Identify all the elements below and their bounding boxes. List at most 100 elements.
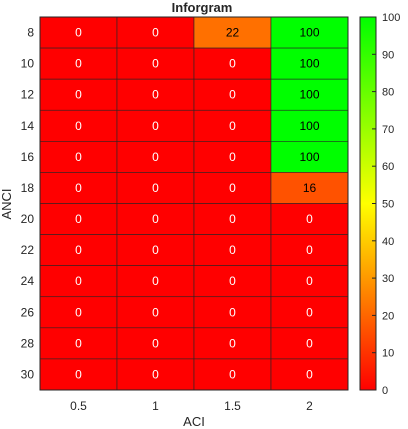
x-axis-ticks: 0.5 1 1.5 2 <box>70 399 313 413</box>
cell-value-label: 100 <box>299 26 319 40</box>
heatmap-cell <box>193 296 272 329</box>
heatmap-cell <box>116 47 195 80</box>
cell-value-label: 0 <box>152 212 159 226</box>
cell-value-label: 100 <box>299 88 319 102</box>
cell-value-label: 0 <box>75 367 82 381</box>
heatmap-cell <box>193 234 272 266</box>
cell-value-label: 0 <box>306 305 313 319</box>
cell-value-label: 0 <box>152 367 159 381</box>
colorbar-tick-label: 0 <box>382 385 388 397</box>
cell-value-label: 100 <box>299 119 319 133</box>
cell-value-label: 0 <box>306 367 313 381</box>
colorbar-tick-label: 20 <box>382 310 394 322</box>
y-tick-label: 18 <box>21 181 35 195</box>
x-tick-label: 2 <box>306 399 313 413</box>
cell-value-label: 0 <box>229 274 236 288</box>
y-tick-label: 20 <box>21 212 35 226</box>
y-tick-label: 26 <box>21 305 35 319</box>
cell-value-label: 0 <box>75 57 82 71</box>
heatmap-cell <box>39 203 118 235</box>
y-tick-label: 8 <box>27 26 34 40</box>
heatmap-cell <box>270 109 349 142</box>
heatmap-cell <box>39 16 118 49</box>
heatmap-cell <box>193 327 272 360</box>
cell-value-label: 0 <box>229 88 236 102</box>
colorbar-tick-label: 60 <box>382 161 394 173</box>
plot-frame <box>39 16 349 391</box>
heatmap-cell <box>270 265 349 298</box>
cell-value-label: 0 <box>75 88 82 102</box>
heatmap-cell <box>116 172 195 204</box>
heatmap-cell <box>116 296 195 329</box>
y-tick-label: 28 <box>21 336 35 350</box>
heatmap-cell <box>39 234 118 266</box>
cell-value-label: 0 <box>306 336 313 350</box>
cell-value-label: 0 <box>152 243 159 257</box>
colorbar-tick-label: 100 <box>382 12 400 24</box>
cell-value-label: 0 <box>229 305 236 319</box>
heatmap-cell <box>116 141 195 173</box>
cell-value-label: 0 <box>152 305 159 319</box>
heatmap-cell <box>270 141 349 173</box>
cell-value-label: 0 <box>75 274 82 288</box>
cell-value-label: 0 <box>229 212 236 226</box>
cell-value-label: 0 <box>75 150 82 164</box>
heatmap-cell <box>193 265 272 298</box>
cell-value-label: 0 <box>306 274 313 288</box>
x-tick-label: 1.5 <box>224 399 241 413</box>
colorbar-tick-label: 30 <box>382 273 394 285</box>
cell-value-label: 0 <box>306 212 313 226</box>
x-tick-label: 1 <box>152 399 159 413</box>
heatmap-cell <box>116 109 195 142</box>
heatmap-cell <box>39 47 118 80</box>
cell-value-label: 16 <box>303 181 317 195</box>
heatmap-cell <box>39 109 118 142</box>
cell-value-label: 0 <box>152 88 159 102</box>
cell-value-label: 0 <box>75 336 82 350</box>
y-tick-label: 22 <box>21 243 35 257</box>
heatmap-cell <box>39 358 118 391</box>
colorbar-tick-label: 70 <box>382 124 394 136</box>
cell-value-label: 0 <box>229 181 236 195</box>
chart-title: Inforgram <box>172 0 233 15</box>
cell-value-label: 0 <box>75 119 82 133</box>
colorbar-ticks: 0 10 20 30 40 50 60 70 80 90 100 <box>372 12 400 397</box>
y-axis-label: ANCI <box>0 188 14 219</box>
cell-value-label: 0 <box>152 181 159 195</box>
cell-value-label: 0 <box>229 150 236 164</box>
cell-value-label: 0 <box>229 336 236 350</box>
cell-value-label: 22 <box>226 26 240 40</box>
cell-value-label: 0 <box>152 150 159 164</box>
heatmap-cell <box>193 172 272 204</box>
heatmap-cell <box>270 296 349 329</box>
colorbar-tick-label: 80 <box>382 87 394 99</box>
heatmap-cell <box>39 296 118 329</box>
colorbar-tick-label: 10 <box>382 348 394 360</box>
colorbar-tick-label: 50 <box>382 199 394 211</box>
heatmap-cell <box>193 358 272 391</box>
heatmap-cell <box>116 16 195 49</box>
y-tick-label: 14 <box>21 119 35 133</box>
cell-value-label: 0 <box>306 243 313 257</box>
colorbar-tick-label: 40 <box>382 236 394 248</box>
cell-value-label: 0 <box>229 119 236 133</box>
cell-value-label: 0 <box>229 243 236 257</box>
y-tick-label: 12 <box>21 88 35 102</box>
x-axis-label: ACI <box>183 414 205 429</box>
heatmap-cell <box>270 78 349 111</box>
y-tick-label: 30 <box>21 367 35 381</box>
heatmap-cell <box>39 172 118 204</box>
cell-value-label: 0 <box>75 26 82 40</box>
cell-value-label: 100 <box>299 150 319 164</box>
cell-value-label: 0 <box>152 274 159 288</box>
heatmap-cell <box>270 16 349 49</box>
y-tick-label: 24 <box>21 274 35 288</box>
y-tick-label: 16 <box>21 150 35 164</box>
cell-value-label: 0 <box>152 26 159 40</box>
cell-value-label: 100 <box>299 57 319 71</box>
cell-value-label: 0 <box>75 305 82 319</box>
cell-value-label: 0 <box>152 119 159 133</box>
heatmap-cell <box>116 78 195 111</box>
heatmap-cell <box>270 203 349 235</box>
